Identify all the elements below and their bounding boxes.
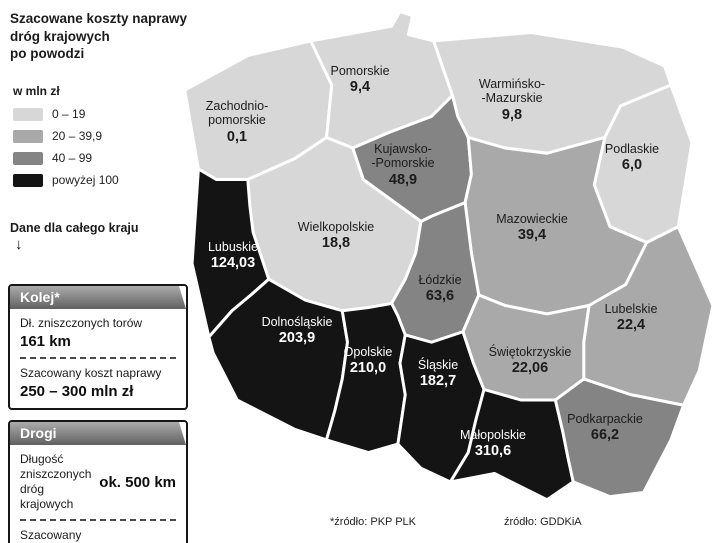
legend-label: 20 – 39,9 — [52, 129, 103, 143]
unit-label: w mln zł — [13, 84, 60, 98]
legend-swatch — [13, 129, 43, 143]
roads-row2-label: Szacowany koszt naprawy — [20, 528, 82, 542]
down-arrow-icon: ↓ — [15, 236, 23, 253]
rail-row2-label: Szacowany koszt naprawy — [20, 366, 162, 380]
legend-swatch — [13, 107, 43, 121]
roads-row1-label: Długość zniszczonych dróg krajowych — [20, 452, 92, 511]
roads-row1: Długość zniszczonych dróg krajowych ok. … — [20, 452, 176, 512]
rail-box-body: Dł. zniszczonych torów 161 km Szacowany … — [10, 309, 186, 408]
source-rail: *źródło: PKP PLK — [330, 516, 417, 528]
rail-row2-value: 250 – 300 mln zł — [20, 383, 134, 400]
legend-item: 20 – 39,9 — [13, 125, 119, 147]
legend-item: 0 – 19 — [13, 103, 119, 125]
rail-box: Kolej* Dł. zniszczonych torów 161 km Sza… — [8, 284, 188, 410]
dashed-divider — [20, 357, 176, 359]
legend: 0 – 19 20 – 39,9 40 – 99 powyżej 100 — [13, 103, 119, 191]
country-note: Dane dla całego kraju — [10, 221, 139, 235]
region-shape-malopolskie — [448, 388, 575, 502]
source-roads: źródło: GDDKiA — [504, 516, 582, 528]
legend-swatch — [13, 151, 43, 165]
page-title: Szacowane koszty naprawy dróg krajowych … — [10, 11, 188, 62]
rail-row1-label: Dł. zniszczonych torów — [20, 316, 143, 330]
legend-item: 40 – 99 — [13, 147, 119, 169]
roads-box-header: Drogi — [10, 422, 186, 445]
rail-row1-value: 161 km — [20, 333, 71, 350]
legend-label: 0 – 19 — [52, 107, 86, 121]
legend-label: 40 – 99 — [52, 151, 93, 165]
legend-label: powyżej 100 — [52, 173, 119, 187]
region-shape-swietokrzyskie — [461, 293, 591, 402]
roads-box: Drogi Długość zniszczonych dróg krajowyc… — [8, 420, 188, 543]
rail-box-header: Kolej* — [10, 286, 186, 309]
region-shape-podkarpackie — [553, 377, 685, 499]
legend-swatch — [13, 173, 43, 187]
roads-row2: Szacowany koszt naprawy 1,34 mld zł — [20, 528, 176, 543]
dashed-divider — [20, 519, 176, 521]
legend-item: powyżej 100 — [13, 169, 119, 191]
roads-row1-value: ok. 500 km — [99, 473, 176, 491]
roads-box-body: Długość zniszczonych dróg krajowych ok. … — [10, 445, 186, 543]
